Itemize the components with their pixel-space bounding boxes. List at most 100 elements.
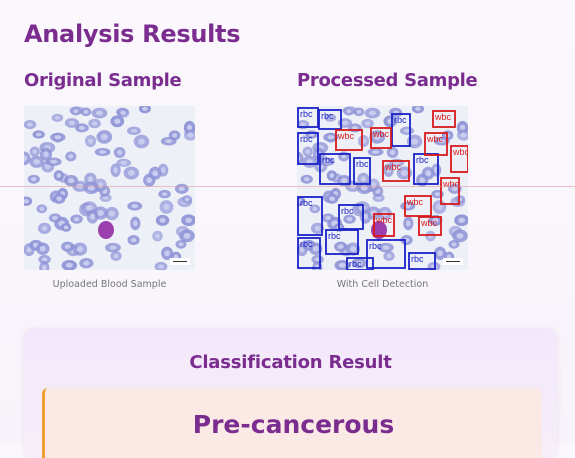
- rbc-cell-core: [113, 167, 118, 174]
- rbc-cell-core: [299, 246, 305, 253]
- rbc-detection-label: rbc: [322, 155, 335, 165]
- rbc-detection-label: rbc: [394, 115, 407, 125]
- rbc-cell-core: [323, 159, 331, 164]
- rbc-cell-core: [130, 237, 137, 243]
- rbc-cell-core: [100, 133, 108, 140]
- wbc-detection-box: [440, 177, 460, 205]
- rbc-cell-core: [165, 139, 173, 144]
- rbc-cell-core: [91, 121, 98, 126]
- wbc-detection-box: [382, 160, 410, 182]
- rbc-cell-core: [434, 192, 441, 197]
- rbc-cell-core: [403, 128, 411, 133]
- wbc-detection-box: [373, 213, 395, 237]
- rbc-cell-core: [24, 199, 29, 204]
- rbc-cell-core: [146, 177, 153, 184]
- rbc-cell-core: [368, 110, 377, 116]
- rbc-cell-core: [89, 213, 96, 220]
- rbc-detection-box: [346, 257, 374, 270]
- wbc-detection-box: [432, 110, 456, 128]
- rbc-cell-core: [161, 192, 168, 197]
- rbc-detection-box: [413, 153, 439, 185]
- rbc-detection-box: [353, 157, 371, 185]
- rbc-detection-label: rbc: [411, 254, 424, 264]
- rbc-cell-core: [164, 250, 170, 257]
- rbc-cell-core: [113, 253, 119, 259]
- rbc-cell-core: [73, 109, 79, 114]
- rbc-cell-core: [459, 124, 466, 131]
- wbc-detection-label: wbc: [442, 179, 460, 189]
- rbc-cell-core: [178, 186, 185, 192]
- rbc-cell-core: [314, 225, 321, 231]
- rbc-cell-core: [41, 257, 48, 262]
- rbc-cell-core: [63, 225, 69, 230]
- rbc-cell-core: [432, 217, 439, 223]
- rbc-cell-core: [400, 170, 408, 176]
- rbc-cell-core: [184, 197, 190, 202]
- rbc-detection-box: [297, 107, 319, 128]
- rbc-cell-core: [185, 217, 192, 223]
- rbc-cell-core: [155, 233, 160, 239]
- rbc-cell-core: [356, 110, 362, 114]
- rbc-cell-core: [341, 154, 347, 159]
- rbc-detection-box: [297, 132, 319, 165]
- wbc-detection-label: wbc: [426, 134, 444, 144]
- page-title: Analysis Results: [24, 20, 241, 48]
- rbc-cell-core: [305, 149, 311, 154]
- original-sample-title: Original Sample: [24, 70, 182, 91]
- rbc-cell-core: [431, 264, 437, 269]
- rbc-cell-core: [386, 167, 391, 174]
- rbc-cell-core: [329, 173, 335, 178]
- original-sample-image: [24, 106, 195, 270]
- classification-value: Pre-cancerous: [192, 410, 395, 439]
- rbc-cell-core: [109, 245, 117, 250]
- rbc-cell-core: [32, 149, 38, 154]
- wbc-detection-label: wbc: [434, 112, 452, 122]
- rbc-detection-label: rbc: [300, 134, 313, 144]
- rbc-detection-box: [391, 113, 411, 147]
- rbc-cell-core: [183, 232, 191, 239]
- rbc-cell-core: [346, 217, 353, 222]
- wbc-detection-label: wbc: [372, 129, 390, 139]
- rbc-cell-core: [382, 245, 390, 250]
- rbc-cell: [24, 151, 31, 166]
- rbc-cell-core: [325, 215, 331, 220]
- rbc-cell-core: [411, 138, 418, 145]
- rbc-cell-core: [458, 217, 465, 223]
- wbc-detection-label: wbc: [375, 215, 393, 225]
- rbc-cell-core: [451, 242, 457, 247]
- wbc-detection-box: [404, 195, 432, 217]
- rbc-cell-core: [87, 176, 94, 182]
- rbc-cell-core: [65, 262, 73, 268]
- rbc-cell-core: [33, 159, 40, 165]
- rbc-cell-core: [26, 246, 32, 253]
- rbc-detection-label: rbc: [349, 259, 362, 269]
- rbc-cell-core: [64, 244, 71, 249]
- rbc-detection-box: [325, 229, 359, 255]
- rbc-detection-box: [366, 239, 406, 269]
- rbc-cell-core: [419, 177, 426, 184]
- rbc-cell-core: [425, 170, 432, 177]
- rbc-cell-core: [338, 262, 346, 268]
- classification-heading: Classification Result: [189, 352, 392, 373]
- rbc-detection-box: [338, 204, 364, 230]
- rbc-detection-box: [297, 237, 321, 269]
- original-sample-caption: Uploaded Blood Sample: [52, 279, 167, 290]
- wbc-detection-label: wbc: [452, 147, 468, 157]
- rbc-cell-core: [404, 204, 412, 209]
- rbc-cell-core: [405, 220, 411, 227]
- processed-sample-title: Processed Sample: [297, 70, 478, 91]
- rbc-cell-core: [114, 118, 121, 124]
- rbc-cell-core: [142, 106, 148, 111]
- rbc-cell-core: [159, 217, 166, 223]
- rbc-detection-label: rbc: [321, 111, 334, 121]
- rbc-cell-core: [329, 196, 335, 202]
- rbc-cell-core: [437, 250, 443, 257]
- wbc-detection-label: wbc: [384, 162, 402, 172]
- rbc-detection-box: [297, 196, 323, 236]
- rbc-cell-core: [27, 122, 33, 127]
- rbc-cell-core: [314, 257, 321, 262]
- rbc-cell-core: [138, 138, 145, 145]
- rbc-cell-core: [73, 217, 80, 222]
- rbc-cell-core: [460, 132, 467, 138]
- wbc-detection-box: [450, 145, 468, 173]
